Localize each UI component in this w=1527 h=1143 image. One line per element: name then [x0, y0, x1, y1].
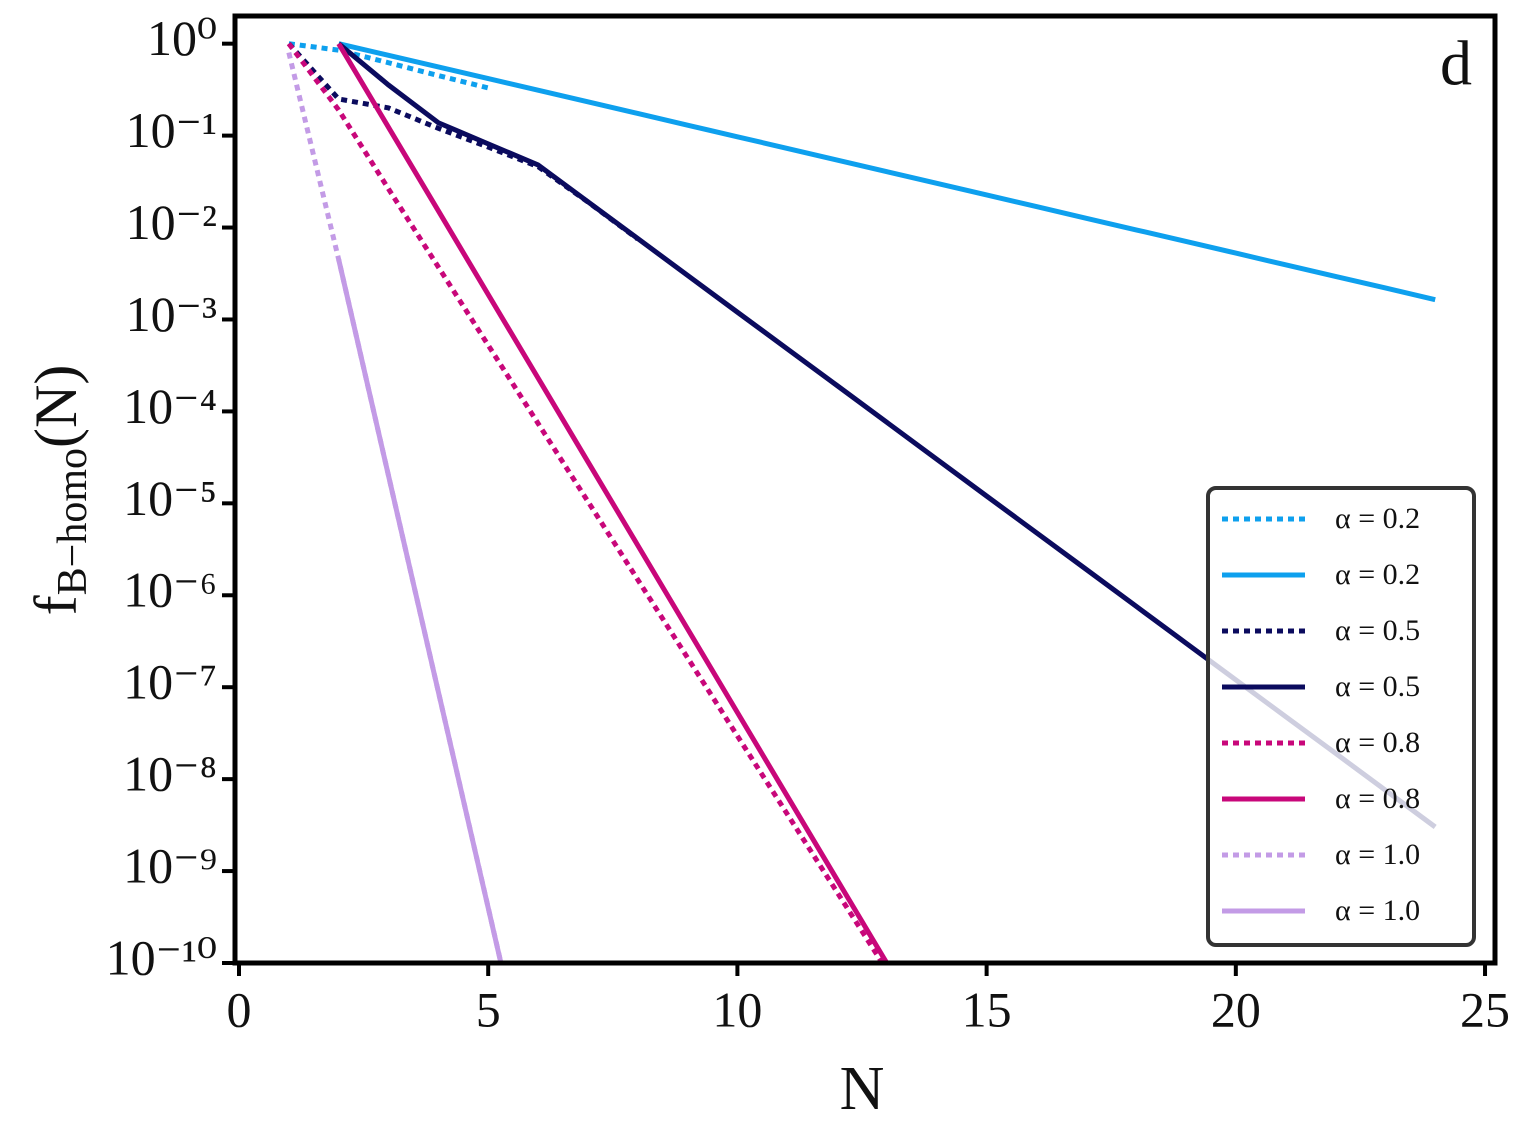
- y-tick-label: 10⁰: [147, 10, 217, 66]
- y-axis-label: fB−homo(N): [23, 365, 96, 616]
- y-tick-label: 10⁻⁸: [123, 746, 217, 802]
- series-line: [336, 258, 504, 963]
- legend-label: α = 0.5: [1335, 614, 1420, 647]
- x-tick-label: 0: [226, 981, 251, 1037]
- y-tick-label: 10⁻²: [126, 194, 217, 250]
- y-label-main: f: [23, 595, 89, 615]
- y-tick-label: 10⁻⁵: [123, 470, 217, 526]
- legend-label: α = 0.5: [1335, 670, 1420, 703]
- series-line: [286, 42, 640, 242]
- y-tick-label: 10⁻¹: [126, 102, 217, 158]
- series-line: [286, 42, 886, 963]
- legend-label: α = 0.8: [1335, 782, 1420, 815]
- x-axis-label: N: [840, 1055, 885, 1123]
- panel-label: d: [1440, 28, 1472, 99]
- legend-label: α = 1.0: [1335, 894, 1420, 927]
- legend-label: α = 0.8: [1335, 726, 1420, 759]
- x-tick-label: 25: [1460, 981, 1510, 1037]
- legend-label: α = 0.2: [1335, 558, 1420, 591]
- series-line: [338, 41, 1436, 303]
- y-tick-label: 10⁻³: [126, 286, 217, 342]
- y-tick-label: 10⁻⁹: [123, 838, 217, 894]
- y-label-sub: B−homo: [50, 448, 96, 595]
- y-tick-label: 10⁻⁶: [123, 562, 217, 618]
- x-tick-label: 15: [962, 981, 1012, 1037]
- plot-frame: [232, 13, 1498, 966]
- series-line: [288, 41, 489, 91]
- x-tick-label: 10: [712, 981, 762, 1037]
- x-tick-label: 20: [1211, 981, 1261, 1037]
- y-tick-label: 10⁻⁷: [123, 654, 217, 710]
- legend-box: [1206, 486, 1476, 947]
- x-tick-label: 5: [476, 981, 501, 1037]
- legend-label: α = 0.2: [1335, 502, 1420, 535]
- y-tick-label: 10⁻¹⁰: [106, 929, 217, 985]
- y-label-suffix: (N): [23, 365, 89, 448]
- y-tick-label: 10⁻⁴: [123, 378, 217, 434]
- series-line: [336, 42, 890, 963]
- legend-label: α = 1.0: [1335, 838, 1420, 871]
